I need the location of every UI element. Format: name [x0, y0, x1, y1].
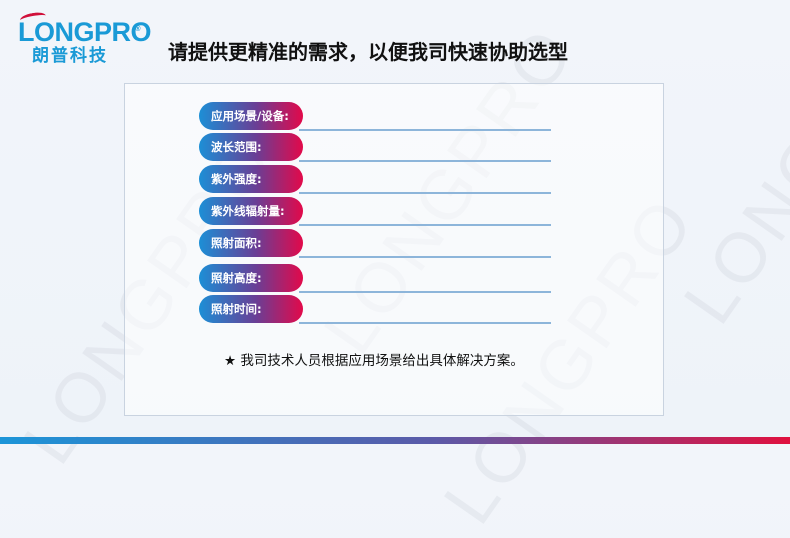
field-label: 紫外线辐射量: [199, 197, 303, 225]
field-input[interactable] [299, 160, 551, 162]
logo-brand-cn: 朗普科技 [32, 46, 108, 66]
field-label: 紫外强度: [199, 165, 303, 193]
form-row: 照射时间: [199, 295, 551, 325]
field-input[interactable] [299, 291, 551, 293]
page-title: 请提供更精准的需求，以便我司快速协助选型 [168, 40, 568, 64]
field-label: 波长范围: [199, 133, 303, 161]
field-input[interactable] [299, 256, 551, 258]
field-input[interactable] [299, 192, 551, 194]
field-label: 照射面积: [199, 229, 303, 257]
form-row: 紫外强度: [199, 165, 551, 195]
registered-mark: ® [135, 26, 140, 33]
field-input[interactable] [299, 224, 551, 226]
field-label: 照射高度: [199, 264, 303, 292]
bottom-gradient-bar [0, 437, 790, 444]
logo: LONGPRO ® 朗普科技 [18, 10, 152, 66]
field-label: 照射时间: [199, 295, 303, 323]
form-row: 照射面积: [199, 229, 551, 259]
form-row: 照射高度: [199, 264, 551, 294]
logo-brand-en: LONGPRO [18, 17, 152, 47]
form-row: 紫外线辐射量: [199, 197, 551, 227]
watermark: LONGPRO [668, 0, 790, 338]
form-row: 波长范围: [199, 133, 551, 163]
field-input[interactable] [299, 322, 551, 324]
field-label: 应用场景/设备: [199, 102, 303, 130]
field-input[interactable] [299, 129, 551, 131]
form-row: 应用场景/设备: [199, 102, 551, 132]
footnote: ★ 我司技术人员根据应用场景给出具体解决方案。 [224, 353, 524, 369]
